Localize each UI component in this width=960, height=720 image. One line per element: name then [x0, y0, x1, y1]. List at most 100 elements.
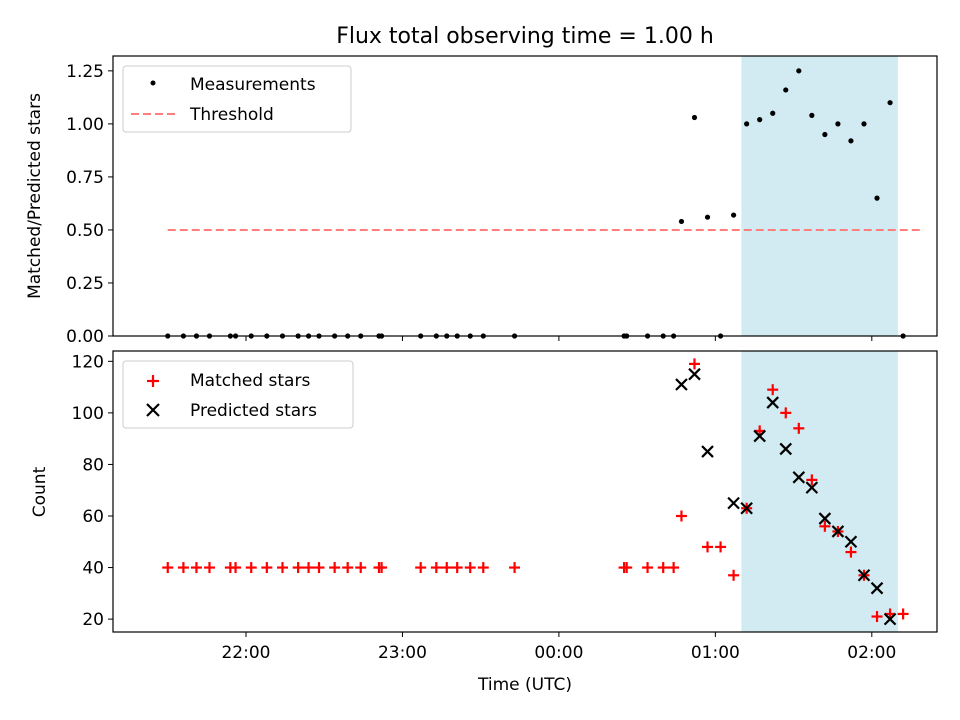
measurement-point: [757, 117, 763, 123]
measurement-point: [874, 195, 880, 201]
matched-star-point: [728, 569, 740, 581]
top-legend: Measurements Threshold: [122, 65, 352, 133]
matched-star-point: [230, 562, 242, 574]
matched-star-point: [780, 407, 792, 419]
measurement-point: [678, 218, 685, 225]
measurement-point: [887, 100, 893, 106]
matched-star-point: [657, 562, 669, 574]
matched-star-point: [451, 562, 463, 574]
bottom-ytick-label: 100: [72, 404, 104, 424]
matched-star-point: [292, 562, 304, 574]
matched-star-point: [871, 611, 883, 623]
matched-star-point: [675, 510, 687, 522]
matched-star-point: [430, 562, 442, 574]
top-ytick-label: 0.25: [66, 274, 104, 294]
matched-star-point: [806, 474, 818, 486]
predicted-star-point: [883, 612, 897, 626]
bottom-y-axis-label: Count: [30, 466, 50, 517]
top-axes-frame: [112, 55, 938, 337]
predicted-star-point: [740, 501, 753, 515]
matched-star-point: [464, 562, 476, 574]
top-legend-box: [122, 65, 352, 133]
measurement-point: [783, 87, 789, 93]
x-axis-label: Time (UTC): [477, 675, 572, 695]
legend-threshold-label: Threshold: [189, 105, 274, 125]
top-ytick-label: 0.75: [66, 168, 104, 188]
matched-star-point: [621, 562, 633, 574]
legend-measurements-label: Measurements: [190, 75, 316, 95]
measurement-point: [822, 131, 828, 138]
matched-star-point: [477, 562, 489, 574]
measurement-point: [731, 212, 737, 218]
measurement-point: [809, 112, 815, 118]
measurement-point: [835, 121, 841, 127]
matched-star-point: [668, 562, 680, 574]
predicted-star-point: [844, 535, 858, 549]
x-tick-label: 22:00: [221, 643, 270, 663]
matched-star-point: [642, 562, 654, 574]
x-tick-label: 01:00: [691, 643, 740, 663]
matched-star-point: [702, 541, 714, 553]
predicted-star-point: [818, 512, 832, 525]
measurement-point: [744, 121, 750, 127]
matched-star-point: [441, 562, 453, 574]
matched-star-point: [203, 562, 215, 574]
matched-star-point: [303, 562, 315, 574]
matched-star-point: [342, 562, 354, 574]
x-tick-label: 00:00: [534, 643, 583, 663]
predicted-star-point: [792, 471, 806, 484]
matched-star-point: [276, 562, 288, 574]
matched-star-point: [177, 562, 189, 574]
matched-star-point: [897, 608, 909, 620]
bottom-legend-box: [122, 360, 354, 429]
matched-star-point: [261, 562, 273, 574]
measurement-point: [796, 68, 802, 74]
bottom-ytick-label: 80: [82, 455, 104, 475]
bottom-ytick-label: 40: [82, 559, 104, 579]
top-ytick-label: 0.00: [66, 327, 104, 347]
predicted-star-point: [701, 445, 714, 458]
matched-star-point: [715, 541, 727, 553]
legend-matched-marker: [147, 375, 159, 387]
matched-star-point: [767, 384, 779, 396]
matched-star-point: [190, 562, 202, 574]
bottom-ytick-label: 120: [72, 352, 104, 372]
top-observing-window: [741, 56, 898, 336]
predicted-star-point: [779, 442, 793, 456]
bottom-legend: Matched stars Predicted stars: [122, 360, 354, 429]
matched-star-point: [376, 562, 388, 574]
measurement-point: [861, 121, 867, 127]
matched-star-point: [329, 562, 341, 574]
top-ytick-label: 0.50: [66, 221, 104, 241]
legend-predicted-label: Predicted stars: [190, 401, 317, 421]
measurement-point: [704, 214, 711, 220]
matched-star-point: [793, 422, 805, 434]
matched-star-point: [313, 562, 325, 574]
predicted-star-point: [766, 396, 779, 409]
predicted-star-point: [688, 367, 701, 381]
matched-star-point: [819, 520, 831, 532]
top-ytick-label: 1.25: [66, 62, 104, 82]
matched-star-point: [688, 358, 700, 370]
predicted-star-point: [805, 481, 819, 494]
bottom-ytick-label: 60: [82, 507, 104, 527]
x-tick-label: 02:00: [847, 643, 896, 663]
x-tick-label: 23:00: [378, 643, 427, 663]
legend-predicted-marker: [146, 403, 160, 417]
predicted-star-point: [870, 581, 884, 595]
predicted-star-point: [831, 525, 845, 538]
matched-star-point: [415, 562, 427, 574]
matched-star-point: [245, 562, 257, 574]
measurement-point: [770, 110, 776, 116]
matched-star-point: [509, 562, 521, 574]
matched-star-point: [845, 546, 857, 558]
predicted-star-point: [857, 569, 871, 582]
top-ytick-label: 1.00: [66, 115, 104, 135]
predicted-star-point: [753, 429, 766, 443]
legend-matched-label: Matched stars: [190, 371, 310, 391]
chart-title: Flux total observing time = 1.00 h: [336, 24, 714, 49]
measurement-point: [691, 114, 698, 121]
predicted-star-point: [675, 378, 688, 391]
top-y-axis-label: Matched/Predicted stars: [25, 93, 45, 299]
